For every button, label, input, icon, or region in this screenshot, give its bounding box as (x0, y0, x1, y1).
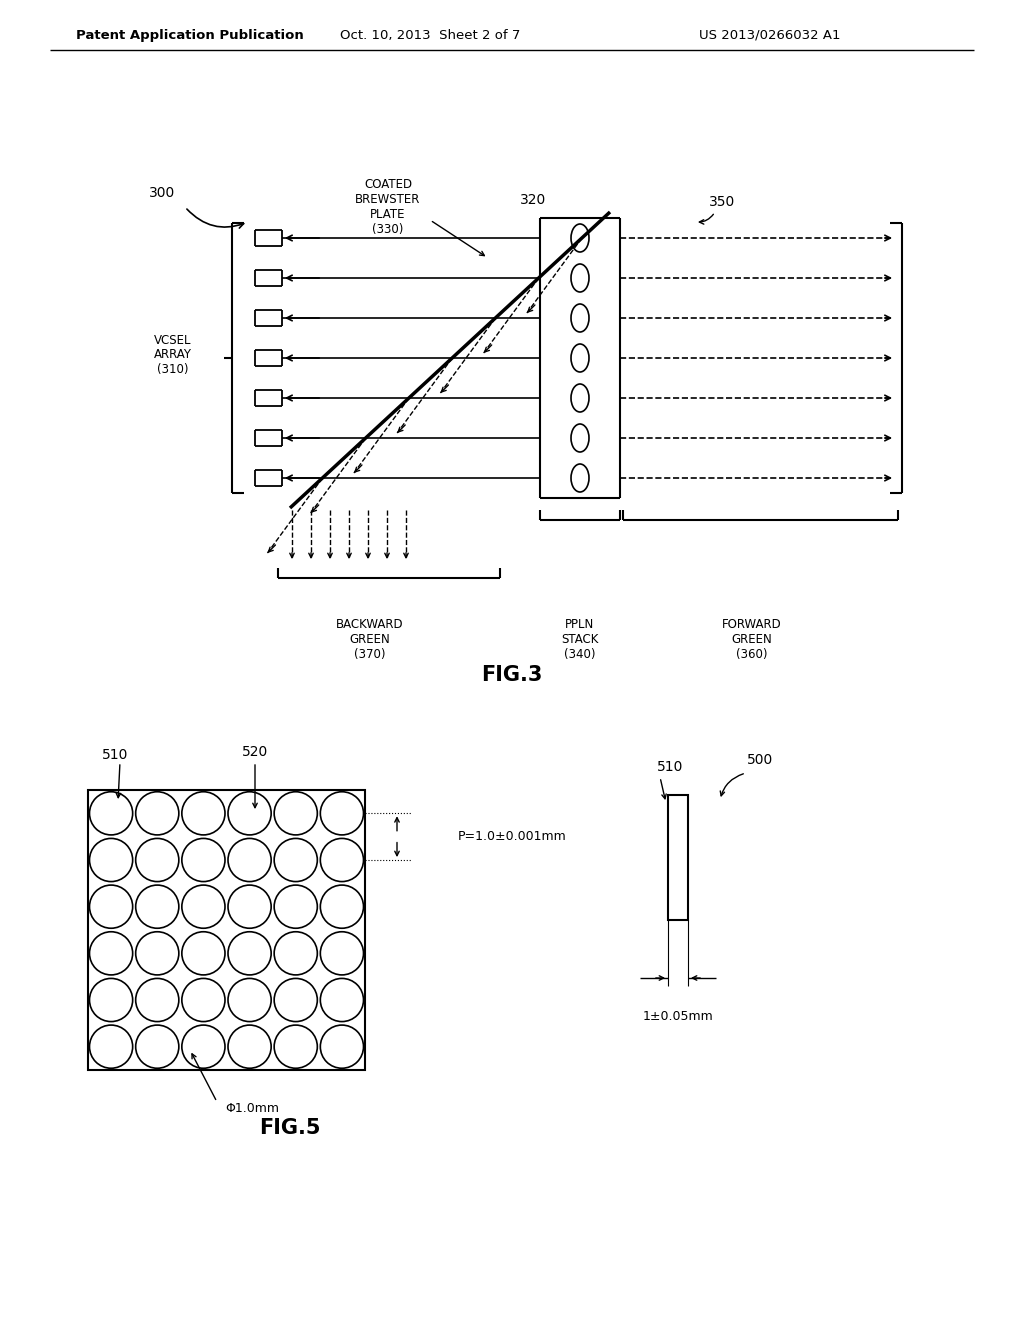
Text: FORWARD
GREEN
(360): FORWARD GREEN (360) (722, 618, 782, 661)
Text: 320: 320 (520, 193, 546, 207)
Text: 300: 300 (148, 186, 175, 201)
Text: FIG.3: FIG.3 (481, 665, 543, 685)
Text: P=1.0±0.001mm: P=1.0±0.001mm (458, 830, 566, 843)
Text: 510: 510 (656, 760, 683, 774)
Text: BACKWARD
GREEN
(370): BACKWARD GREEN (370) (336, 618, 403, 661)
Text: PPLN
STACK
(340): PPLN STACK (340) (561, 618, 599, 661)
Text: 500: 500 (746, 752, 773, 767)
Text: 510: 510 (101, 748, 128, 762)
Text: 350: 350 (709, 195, 735, 209)
Bar (88, 789, 365, 1071)
Text: Φ1.0mm: Φ1.0mm (225, 1101, 279, 1114)
Text: Patent Application Publication: Patent Application Publication (76, 29, 304, 41)
Text: Oct. 10, 2013  Sheet 2 of 7: Oct. 10, 2013 Sheet 2 of 7 (340, 29, 520, 41)
Text: FIG.5: FIG.5 (259, 1118, 321, 1138)
Text: VCSEL
ARRAY
(310): VCSEL ARRAY (310) (154, 334, 193, 376)
Bar (668, 795, 688, 920)
Text: COATED
BREWSTER
PLATE
(330): COATED BREWSTER PLATE (330) (355, 178, 421, 236)
Text: 1±0.05mm: 1±0.05mm (643, 1010, 714, 1023)
Text: US 2013/0266032 A1: US 2013/0266032 A1 (699, 29, 841, 41)
Text: 520: 520 (242, 744, 268, 759)
